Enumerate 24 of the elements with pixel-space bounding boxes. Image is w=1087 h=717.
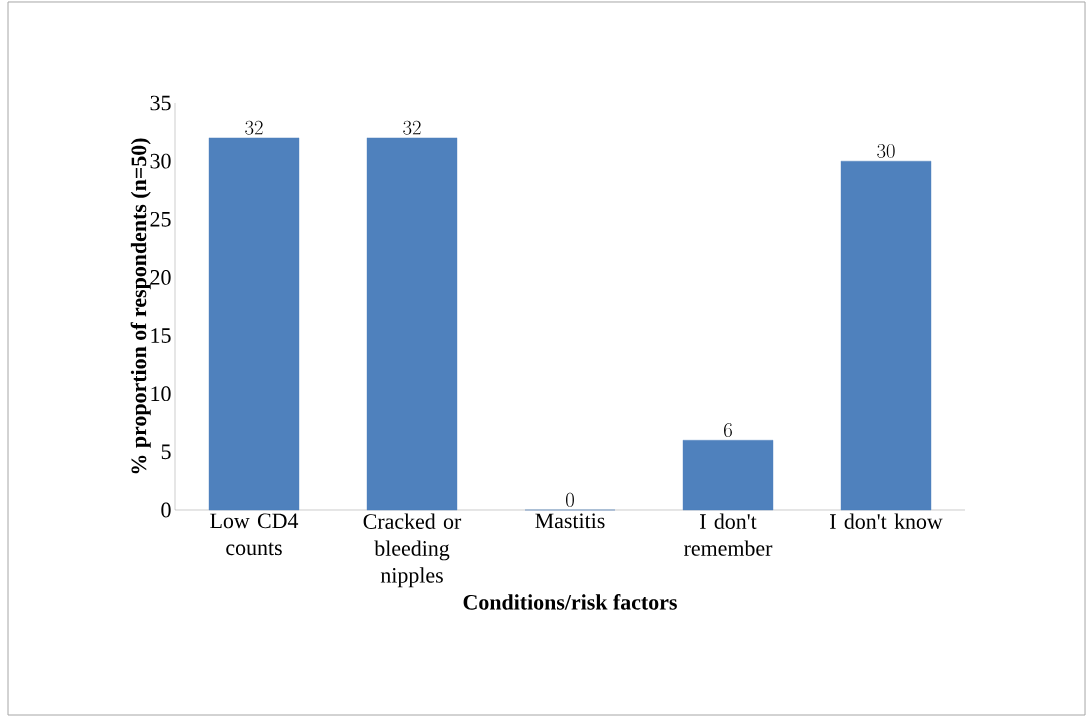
y-tick-label: 20 [150, 270, 171, 285]
bar [208, 137, 300, 511]
x-tick-label: Mastitis [535, 513, 605, 529]
y-tick-label: 25 [150, 211, 171, 227]
x-tick-label: I don't remember [684, 513, 773, 556]
data-label: 0 [566, 492, 574, 507]
x-tick-label: I don't know [830, 513, 943, 529]
bar [366, 137, 458, 511]
y-tick-label: 35 [150, 95, 171, 111]
y-tick-label: 15 [151, 328, 171, 343]
y-tick-label: 30 [150, 153, 171, 169]
y-tick-label: 0 [161, 502, 171, 518]
data-label: 32 [403, 120, 421, 135]
y-tick-label: 5 [161, 444, 171, 460]
bar [840, 160, 932, 511]
y-tick-label: 10 [151, 386, 171, 402]
x-axis-title: Conditions/risk factors [463, 594, 677, 610]
data-label: 32 [245, 120, 263, 135]
bar [682, 440, 774, 511]
x-tick-label: Low CD4 counts [210, 513, 299, 556]
x-tick-label: Cracked or bleeding nipples [363, 513, 462, 588]
data-label: 30 [877, 143, 895, 158]
y-axis-title: % proportion of respondents (n=50) [130, 138, 151, 474]
data-label: 6 [724, 423, 732, 438]
